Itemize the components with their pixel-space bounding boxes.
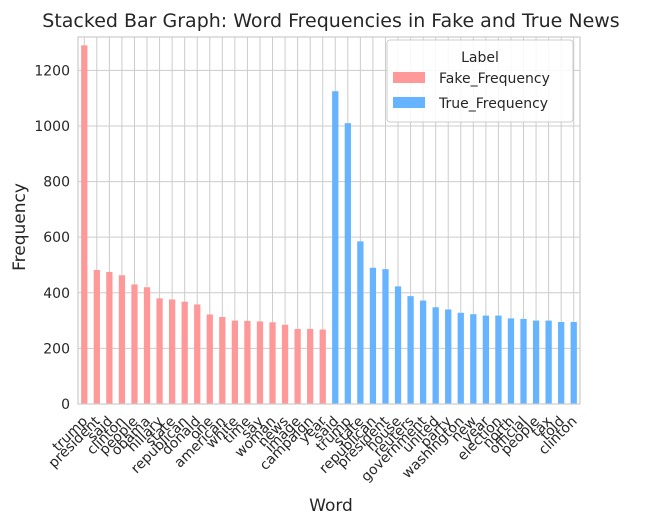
bar-fake-say [256,321,264,404]
bars [81,45,577,404]
plot-frame [77,36,581,405]
y-tick-label: 800 [43,175,70,191]
bar-true-told [558,321,565,404]
legend-label-true: True_Frequency [438,96,548,112]
bar-fake-campaign [307,328,314,404]
bar-true-tax [545,320,552,404]
y-tick-label: 1200 [34,63,70,79]
y-tick-label: 200 [43,341,70,357]
y-axis-label: Frequency [10,183,30,271]
bar-fake-republican [181,301,188,404]
bar-true-united [432,307,439,404]
bar-true-people [532,320,540,404]
legend-title: Label [461,50,499,66]
legend-swatch-true [393,97,425,108]
bar-fake-state [168,299,176,404]
y-tick-label: 600 [43,230,70,246]
bar-true-president [382,269,389,404]
y-tick-label: 400 [43,286,70,302]
y-axis-ticks: 0 200 400 600 800 1000 1200 [34,63,70,413]
bar-true-election [495,315,502,404]
legend-label-fake: Fake_Frequency [439,71,550,87]
bar-true-official [520,318,527,404]
bar-fake-woman [269,322,276,404]
bar-true-republican [369,267,377,404]
bar-true-clinton [570,321,577,404]
bar-true-reuters [407,296,414,404]
chart-title: Stacked Bar Graph: Word Frequencies in F… [42,10,619,32]
bar-fake-image [294,328,301,404]
bar-fake-clinton [118,275,126,404]
bar-fake-people [131,284,138,404]
bar-fake-news [281,324,289,404]
y-tick-label: 0 [61,397,70,413]
bar-true-house [394,286,402,404]
bar-true-party [445,309,452,404]
bar-true-year [482,315,490,404]
bar-fake-trump [81,45,88,404]
bar-true-washington [457,312,464,404]
bar-fake-president [93,269,100,404]
bar-true-trump [344,123,351,404]
bar-fake-said [106,271,113,404]
bar-fake-american [219,316,226,404]
x-axis-ticks: trumppresidentsaidclintonpeopleobamahill… [46,413,581,485]
x-axis-label: Word [309,496,353,516]
legend-swatch-fake [393,72,425,83]
legend: Label Fake_Frequency True_Frequency [386,39,574,123]
bar-true-said [332,91,339,404]
bar-fake-one [206,314,213,404]
legend-box [386,39,574,123]
bar-true-north [507,318,515,404]
bar-true-new [470,314,477,404]
bar-true-state [357,241,364,404]
y-tick-label: 1000 [34,119,70,135]
bar-fake-time [244,320,251,404]
bar-fake-white [231,320,239,404]
bar-true-government [419,300,427,404]
bar-fake-obama [143,287,151,404]
bar-fake-year [319,329,326,404]
bar-fake-hillary [156,298,163,404]
bar-fake-donald [194,304,201,404]
